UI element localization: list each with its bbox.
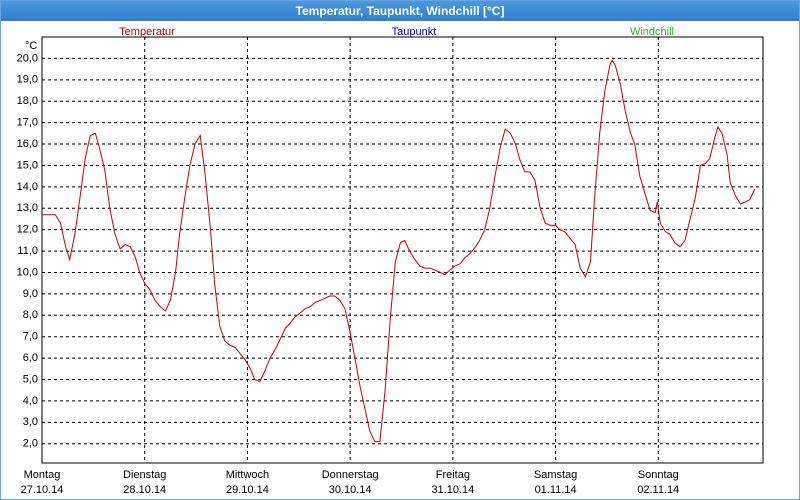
x-tick-label: Freitag — [436, 469, 470, 481]
y-tick-label: 14,0 — [17, 181, 38, 193]
data-line — [42, 59, 756, 443]
y-tick-label: 10,0 — [17, 266, 38, 278]
x-tick-label: Samstag — [534, 469, 577, 481]
x-tick-label: Dienstag — [123, 469, 166, 481]
legend-entry: Temperatur — [119, 26, 175, 38]
y-unit: °C — [25, 40, 37, 52]
legend-entry: Taupunkt — [392, 26, 437, 38]
x-tick-sublabel: 30.10.14 — [329, 484, 372, 496]
x-tick-label: Sonntag — [638, 469, 679, 481]
x-tick-sublabel: 01.11.14 — [535, 484, 577, 496]
x-tick-sublabel: 27.10.14 — [21, 484, 64, 496]
y-tick-label: 13,0 — [17, 202, 38, 214]
y-tick-label: 12,0 — [17, 224, 38, 236]
y-tick-label: 20,0 — [17, 52, 38, 64]
y-tick-label: 3,0 — [23, 416, 38, 428]
x-tick-sublabel: 02.11.14 — [637, 484, 679, 496]
y-tick-label: 6,0 — [23, 352, 38, 364]
y-tick-label: 15,0 — [17, 159, 38, 171]
legend-entry: Windchill — [630, 26, 674, 38]
y-tick-label: 17,0 — [17, 117, 38, 129]
y-tick-label: 9,0 — [23, 288, 38, 300]
y-tick-label: 4,0 — [23, 395, 38, 407]
y-tick-label: 19,0 — [17, 74, 38, 86]
y-tick-label: 11,0 — [17, 245, 38, 257]
y-tick-label: 8,0 — [23, 309, 38, 321]
x-tick-sublabel: 28.10.14 — [123, 484, 166, 496]
y-tick-label: 2,0 — [23, 438, 38, 450]
x-tick-label: Mittwoch — [226, 469, 269, 481]
x-tick-label: Donnerstag — [322, 469, 379, 481]
chart-title: Temperatur, Taupunkt, Windchill [°C] — [1, 1, 799, 21]
x-tick-label: Montag — [24, 469, 61, 481]
y-tick-label: 7,0 — [23, 331, 38, 343]
y-tick-label: 18,0 — [17, 95, 38, 107]
x-tick-sublabel: 31.10.14 — [431, 484, 474, 496]
y-tick-label: 16,0 — [17, 138, 38, 150]
x-tick-sublabel: 29.10.14 — [226, 484, 269, 496]
y-tick-label: 5,0 — [23, 373, 38, 385]
